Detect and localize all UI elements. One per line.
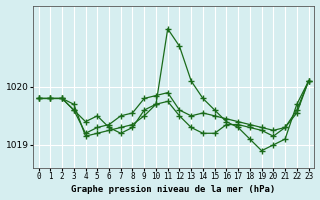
X-axis label: Graphe pression niveau de la mer (hPa): Graphe pression niveau de la mer (hPa): [71, 185, 276, 194]
